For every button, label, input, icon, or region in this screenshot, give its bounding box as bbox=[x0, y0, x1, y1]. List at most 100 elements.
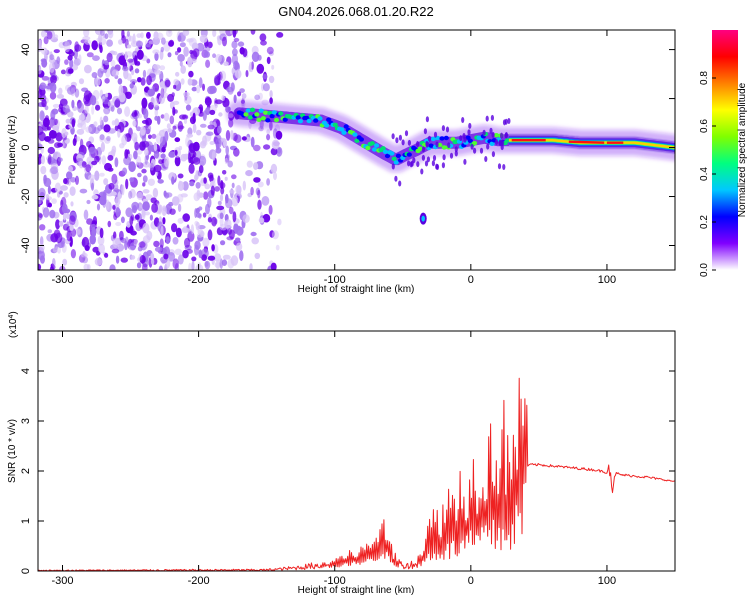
y-tick-label: 20 bbox=[20, 92, 32, 104]
noise-speckle bbox=[111, 173, 118, 184]
ridge-scatter bbox=[426, 156, 430, 163]
noise-speckle bbox=[150, 197, 157, 204]
noise-speckle bbox=[269, 97, 273, 105]
y-tick-label: 4 bbox=[20, 368, 32, 374]
noise-speckle bbox=[277, 147, 282, 154]
noise-speckle bbox=[78, 54, 82, 64]
noise-speckle bbox=[202, 110, 207, 121]
noise-speckle bbox=[234, 69, 242, 79]
noise-speckle bbox=[172, 125, 177, 130]
noise-speckle bbox=[227, 160, 233, 168]
noise-speckle bbox=[107, 167, 114, 172]
noise-speckle bbox=[215, 53, 222, 64]
noise-speckle bbox=[84, 64, 92, 74]
noise-speckle bbox=[222, 36, 227, 47]
noise-speckle bbox=[81, 256, 89, 264]
noise-speckle bbox=[146, 75, 153, 86]
noise-speckle bbox=[50, 233, 59, 243]
ridge-core bbox=[441, 145, 447, 150]
noise-speckle bbox=[196, 232, 204, 238]
noise-speckle bbox=[177, 181, 185, 191]
noise-speckle bbox=[134, 214, 140, 220]
noise-speckle bbox=[111, 69, 120, 77]
noise-speckle bbox=[55, 219, 61, 230]
noise-speckle bbox=[168, 151, 176, 158]
ridge-scatter bbox=[398, 134, 402, 141]
noise-speckle bbox=[72, 138, 77, 146]
ridge-core bbox=[256, 117, 262, 123]
noise-speckle bbox=[198, 155, 207, 166]
noise-speckle bbox=[76, 128, 85, 135]
noise-speckle bbox=[174, 155, 181, 167]
noise-speckle bbox=[126, 30, 130, 37]
noise-speckle bbox=[153, 164, 162, 173]
snr-y-multiplier: (x104) bbox=[8, 311, 19, 338]
noise-speckle bbox=[99, 134, 105, 143]
noise-speckle bbox=[115, 207, 121, 218]
ridge-scatter bbox=[391, 163, 395, 170]
noise-speckle bbox=[185, 104, 192, 111]
ridge-scatter bbox=[412, 157, 416, 164]
noise-speckle bbox=[165, 30, 173, 37]
ridge-scatter bbox=[507, 118, 511, 124]
noise-speckle bbox=[52, 103, 60, 108]
ridge-scatter bbox=[467, 129, 471, 136]
noise-speckle bbox=[81, 236, 90, 248]
ridge-core bbox=[271, 110, 277, 115]
noise-speckle bbox=[52, 125, 60, 131]
noise-speckle bbox=[231, 182, 235, 189]
noise-speckle bbox=[217, 175, 221, 186]
snr-frame bbox=[37, 330, 676, 572]
ridge-core bbox=[504, 138, 510, 143]
noise-speckle bbox=[182, 181, 189, 191]
noise-speckle bbox=[105, 92, 109, 98]
noise-speckle bbox=[79, 188, 88, 194]
noise-speckle bbox=[104, 252, 109, 258]
ridge-core bbox=[472, 141, 478, 146]
noise-speckle bbox=[131, 201, 140, 211]
noise-speckle bbox=[83, 209, 89, 220]
noise-speckle bbox=[99, 172, 105, 177]
ridge-scatter bbox=[442, 154, 446, 161]
noise-speckle bbox=[38, 39, 42, 51]
noise-speckle bbox=[115, 221, 122, 227]
ridge-core bbox=[391, 156, 397, 161]
noise-speckle bbox=[134, 68, 140, 74]
ridge-scatter bbox=[491, 151, 495, 158]
ridge-scatter bbox=[433, 131, 438, 138]
noise-speckle bbox=[42, 122, 49, 132]
noise-speckle bbox=[235, 242, 243, 251]
noise-speckle bbox=[201, 254, 208, 261]
noise-speckle bbox=[91, 72, 98, 78]
ridge-core bbox=[247, 115, 253, 120]
x-tick-label: -200 bbox=[188, 274, 210, 286]
noise-speckle bbox=[231, 40, 238, 49]
noise-speckle bbox=[172, 106, 176, 116]
ridge-scatter bbox=[407, 139, 411, 146]
noise-speckle bbox=[124, 106, 131, 117]
noise-speckle bbox=[224, 220, 228, 227]
noise-speckle bbox=[48, 129, 57, 139]
noise-speckle bbox=[136, 155, 142, 166]
noise-speckle bbox=[121, 184, 125, 196]
noise-speckle bbox=[239, 88, 245, 93]
noise-speckle bbox=[214, 253, 222, 262]
noise-speckle bbox=[84, 105, 89, 114]
noise-speckle bbox=[47, 202, 53, 208]
ridge-scatter bbox=[407, 160, 411, 167]
noise-speckle bbox=[177, 217, 184, 224]
noise-speckle bbox=[160, 88, 165, 100]
noise-speckle bbox=[40, 155, 46, 165]
noise-speckle bbox=[214, 103, 218, 109]
x-tick-label: -100 bbox=[324, 274, 346, 286]
spectrogram-y-axis-label: Frequency (Hz) bbox=[7, 116, 18, 185]
noise-speckle bbox=[69, 186, 76, 196]
noise-speckle bbox=[232, 30, 237, 38]
noise-speckle bbox=[130, 255, 136, 260]
noise-speckle bbox=[209, 174, 214, 183]
noise-speckle bbox=[81, 252, 88, 258]
noise-speckle bbox=[148, 40, 154, 45]
ridge-core bbox=[324, 123, 330, 128]
noise-speckle bbox=[177, 254, 184, 265]
ridge-scatter bbox=[425, 140, 429, 147]
